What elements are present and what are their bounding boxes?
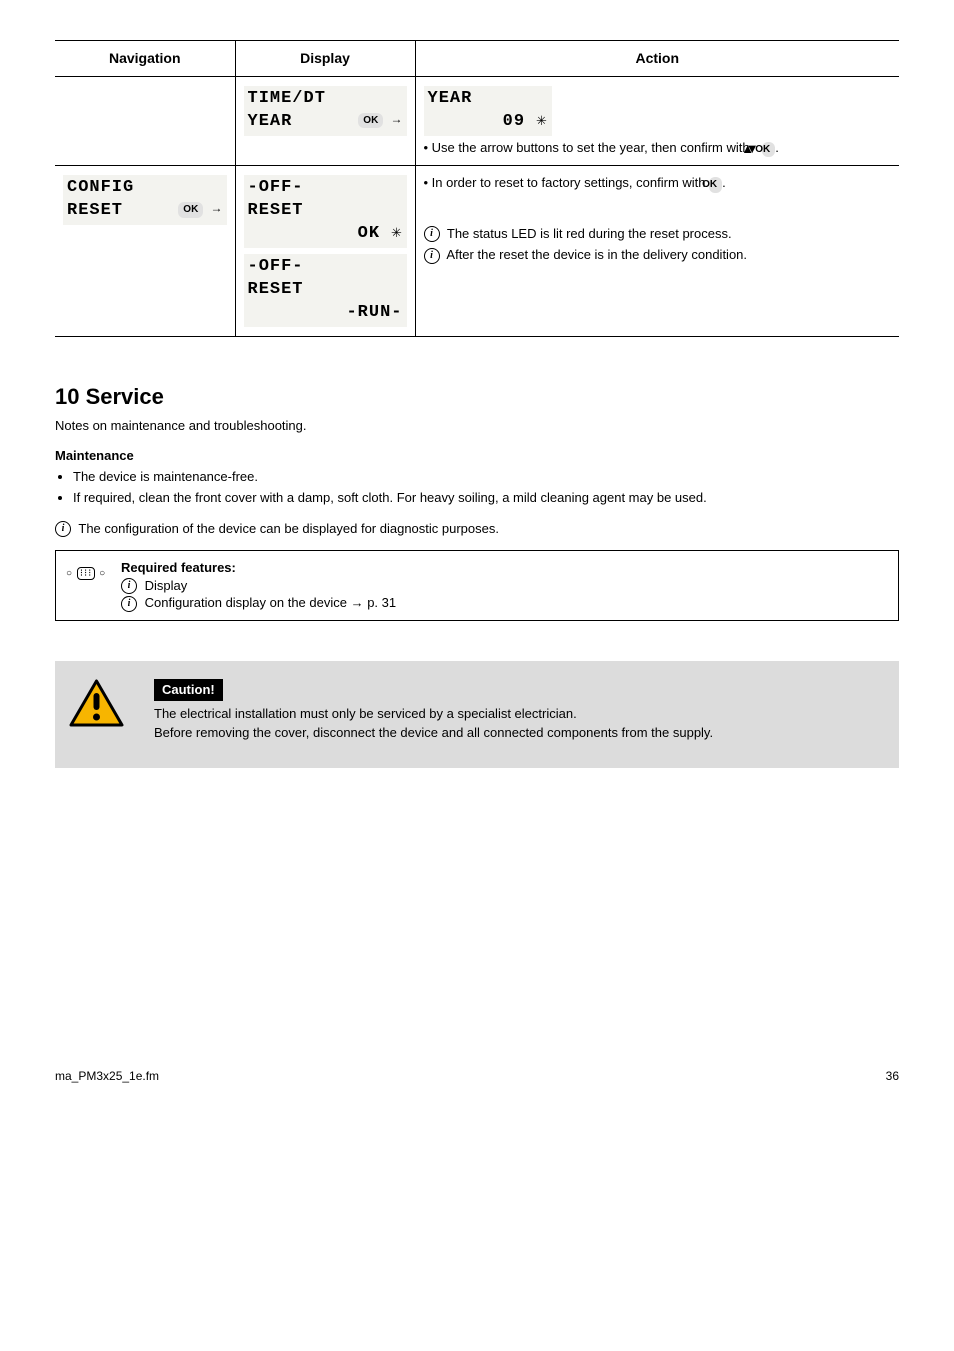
list-item: If required, clean the front cover with … (73, 489, 899, 507)
action-text: In order to reset to factory settings, c… (424, 174, 892, 193)
info-icon: i (55, 521, 71, 537)
info-note: i The configuration of the device can be… (55, 520, 899, 538)
caution-box: Caution! The electrical installation mus… (55, 661, 899, 768)
subheading-maintenance: Maintenance (55, 447, 899, 465)
caution-text: Before removing the cover, disconnect th… (154, 724, 885, 742)
caution-label: Caution! (154, 679, 223, 701)
lcd-display: -OFF- RESET -RUN- (244, 254, 407, 327)
page-footer: ma_PM3x25_1e.fm 36 (55, 1068, 899, 1084)
lcd-display: CONFIG RESET OK → (63, 175, 227, 225)
caution-text: The electrical installation must only be… (154, 705, 885, 723)
maintenance-list: The device is maintenance-free. If requi… (73, 468, 899, 507)
instruction-table: Navigation Display Action TIME/DT YEAR O… (55, 40, 899, 337)
th-navigation: Navigation (55, 41, 235, 77)
feature-title: Required features: (121, 559, 888, 577)
list-item: The device is maintenance-free. (73, 468, 899, 486)
info-icon: i (121, 596, 137, 612)
serial-port-icon: ○ ⁝⁝⁝ ○ (66, 567, 106, 580)
feature-line: i Display (121, 577, 888, 595)
ok-pill-icon: OK (178, 202, 203, 218)
info-note: i After the reset the device is in the d… (424, 246, 892, 264)
feature-box: ○ ⁝⁝⁝ ○ Required features: i Display i C… (55, 550, 899, 621)
footer-filename: ma_PM3x25_1e.fm (55, 1068, 159, 1084)
info-icon: i (121, 578, 137, 594)
table-row: TIME/DT YEAR OK → YEAR 09 Use the arrow … (55, 76, 899, 165)
lcd-display: YEAR 09 (424, 86, 552, 136)
ok-pill-icon: OK (709, 177, 722, 193)
footer-page-number: 36 (886, 1068, 899, 1084)
info-note: i The status LED is lit red during the r… (424, 225, 892, 243)
info-icon: i (424, 248, 440, 264)
section-subtitle: Notes on maintenance and troubleshooting… (55, 417, 899, 435)
lcd-display: TIME/DT YEAR OK → (244, 86, 407, 136)
section-heading: 10 Service (55, 382, 899, 412)
th-action: Action (415, 41, 899, 77)
action-text: Use the arrow buttons to set the year, t… (424, 139, 892, 158)
ok-pill-icon: OK (358, 113, 383, 129)
arrow-right-icon: → (211, 201, 223, 215)
feature-line: i Configuration display on the device → … (121, 594, 888, 612)
lcd-display: -OFF- RESET OK (244, 175, 407, 248)
ok-pill-icon: OK (762, 142, 775, 158)
warning-triangle-icon (69, 679, 124, 727)
table-row: CONFIG RESET OK → -OFF- RESET OK -OFF- R… (55, 166, 899, 337)
th-display: Display (235, 41, 415, 77)
arrow-right-icon: → (391, 112, 403, 126)
info-icon: i (424, 226, 440, 242)
